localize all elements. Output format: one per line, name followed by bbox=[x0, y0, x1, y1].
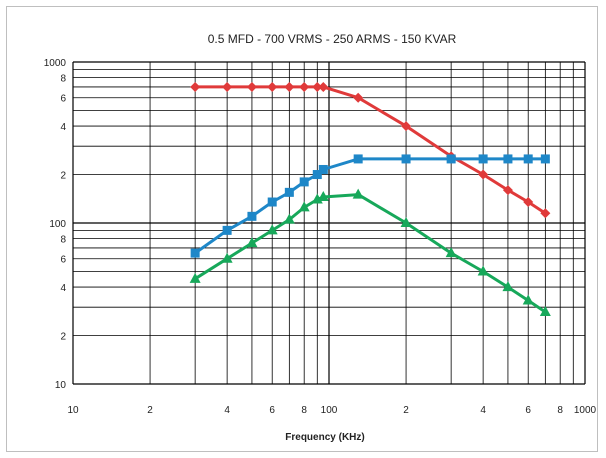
data-point-square bbox=[299, 177, 309, 187]
series-2 bbox=[190, 154, 550, 258]
series-3 bbox=[189, 188, 551, 317]
y-tick-label: 10 bbox=[55, 380, 67, 391]
data-point-square bbox=[318, 164, 328, 174]
data-point-square bbox=[190, 248, 200, 258]
data-point-diamond bbox=[401, 121, 412, 132]
x-axis-label: Frequency (KHz) bbox=[285, 432, 364, 443]
data-point-diamond bbox=[267, 81, 278, 92]
data-point-diamond bbox=[190, 81, 201, 92]
x-tick-label: 100 bbox=[321, 405, 338, 416]
data-point-diamond bbox=[284, 81, 295, 92]
gridlines bbox=[72, 61, 586, 385]
data-point-diamond bbox=[502, 185, 513, 196]
data-point-square bbox=[247, 211, 257, 221]
data-point-square bbox=[523, 154, 533, 164]
y-tick-label: 8 bbox=[60, 235, 66, 246]
data-point-diamond bbox=[353, 92, 364, 103]
data-point-triangle bbox=[477, 265, 489, 276]
data-point-square bbox=[284, 187, 294, 197]
y-tick-label: 6 bbox=[60, 94, 66, 105]
data-point-triangle bbox=[352, 188, 364, 199]
series-1 bbox=[190, 81, 551, 219]
y-tick-label: 4 bbox=[60, 283, 66, 294]
data-point-triangle bbox=[400, 217, 412, 227]
y-tick-label: 6 bbox=[60, 255, 66, 266]
data-point-triangle bbox=[266, 224, 278, 235]
chart-title: 0.5 MFD - 700 VRMS - 250 ARMS - 150 KVAR bbox=[208, 32, 457, 46]
data-point-square bbox=[478, 154, 488, 164]
data-point-diamond bbox=[318, 81, 329, 92]
series-line bbox=[195, 85, 547, 215]
x-tick-label: 1000 bbox=[574, 405, 597, 416]
y-tick-label: 8 bbox=[60, 74, 66, 85]
data-point-diamond bbox=[312, 81, 323, 92]
data-point-diamond bbox=[299, 81, 310, 92]
x-tick-label: 10 bbox=[67, 405, 79, 416]
y-tick-label: 2 bbox=[60, 332, 66, 343]
x-tick-label: 4 bbox=[480, 405, 486, 416]
data-point-square bbox=[401, 154, 411, 164]
x-tick-label: 2 bbox=[403, 405, 409, 416]
data-point-triangle bbox=[317, 191, 329, 202]
data-point-square bbox=[540, 154, 550, 164]
data-point-square bbox=[503, 154, 513, 164]
x-tick-label: 6 bbox=[269, 405, 275, 416]
data-point-triangle bbox=[189, 272, 201, 283]
data-point-triangle bbox=[445, 247, 457, 258]
x-tick-label: 2 bbox=[147, 405, 153, 416]
y-tick-label: 100 bbox=[49, 219, 66, 230]
x-tick-label: 6 bbox=[525, 405, 531, 416]
chart-frame bbox=[6, 6, 598, 452]
series bbox=[189, 81, 551, 317]
data-point-square bbox=[222, 225, 232, 235]
data-point-square bbox=[312, 170, 322, 180]
y-tick-label: 4 bbox=[60, 122, 66, 133]
data-point-triangle bbox=[522, 294, 534, 305]
data-point-triangle bbox=[221, 252, 233, 263]
y-tick-label: 1000 bbox=[44, 58, 67, 69]
data-point-square bbox=[446, 154, 456, 164]
tick-labels: 10 2 4 6 8 100 2 4 6 8 1000 10 2 4 6 8 100 2 4 6 8 1000 bbox=[44, 58, 597, 416]
data-point-diamond bbox=[478, 169, 489, 180]
x-tick-label: 4 bbox=[224, 405, 230, 416]
data-point-triangle bbox=[298, 201, 310, 212]
x-tick-label: 8 bbox=[301, 405, 307, 416]
data-point-triangle bbox=[283, 213, 295, 224]
data-point-square bbox=[267, 197, 277, 207]
data-point-diamond bbox=[540, 208, 551, 219]
data-point-triangle bbox=[502, 281, 514, 292]
data-point-diamond bbox=[246, 81, 257, 92]
data-point-diamond bbox=[523, 197, 534, 208]
data-point-triangle bbox=[246, 237, 258, 248]
data-point-square bbox=[353, 154, 363, 164]
data-point-diamond bbox=[222, 81, 233, 92]
data-point-triangle bbox=[539, 306, 551, 317]
y-tick-label: 2 bbox=[60, 171, 66, 182]
x-tick-label: 8 bbox=[557, 405, 563, 416]
